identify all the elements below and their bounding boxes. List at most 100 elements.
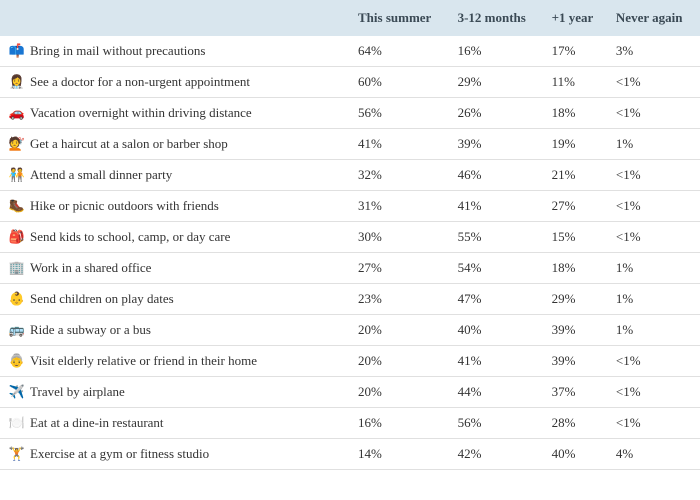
table-row: 🚌Ride a subway or a bus20%40%39%1% xyxy=(0,315,700,346)
cell-3-12-months: 54% xyxy=(450,253,544,284)
activity-cell: 🍽️ Eat at a dine-in restaurant xyxy=(0,408,350,439)
activity-label: Bring in mail without precautions xyxy=(30,43,205,58)
cell-3-12-months: 55% xyxy=(450,222,544,253)
cell-plus-1-year: 18% xyxy=(544,98,608,129)
activity-icon: 💇 xyxy=(8,136,26,152)
cell-this-summer: 60% xyxy=(350,67,450,98)
activity-icon: 🎒 xyxy=(8,229,26,245)
activity-label: Eat at a dine-in restaurant xyxy=(30,415,164,430)
activity-icon: 📫 xyxy=(8,43,26,59)
cell-this-summer: 23% xyxy=(350,284,450,315)
cell-plus-1-year: 28% xyxy=(544,408,608,439)
cell-never: <1% xyxy=(608,408,700,439)
cell-never: <1% xyxy=(608,98,700,129)
cell-never: 1% xyxy=(608,129,700,160)
cell-3-12-months: 39% xyxy=(450,129,544,160)
table-row: 🥾Hike or picnic outdoors with friends31%… xyxy=(0,191,700,222)
activity-icon: 🧑‍🤝‍🧑 xyxy=(8,167,26,183)
cell-this-summer: 20% xyxy=(350,377,450,408)
activity-label: See a doctor for a non-urgent appointmen… xyxy=(30,74,250,89)
activity-label: Attend a small dinner party xyxy=(30,167,172,182)
table-row: 🏋️ Exercise at a gym or fitness studio 14%… xyxy=(0,439,700,470)
activity-label: Ride a subway or a bus xyxy=(30,322,151,337)
table-row: 📫 Bring in mail without precautions 64%16%… xyxy=(0,36,700,67)
activity-label: Exercise at a gym or fitness studio xyxy=(30,446,209,461)
cell-plus-1-year: 37% xyxy=(544,377,608,408)
col-activity xyxy=(0,0,350,36)
activity-icon: 👩‍⚕️ xyxy=(8,74,26,90)
table-row: 👵Visit elderly relative or friend in the… xyxy=(0,346,700,377)
cell-plus-1-year: 40% xyxy=(544,439,608,470)
cell-3-12-months: 44% xyxy=(450,377,544,408)
cell-3-12-months: 46% xyxy=(450,160,544,191)
activity-cell: 👩‍⚕️ See a doctor for a non-urgent appoin… xyxy=(0,67,350,98)
activity-cell: 🏢 Work in a shared office xyxy=(0,253,350,284)
activity-label: Hike or picnic outdoors with friends xyxy=(30,198,219,213)
activity-label: Vacation overnight within driving distan… xyxy=(30,105,252,120)
activity-cell: 👵Visit elderly relative or friend in the… xyxy=(0,346,350,377)
col-never-again: Never again xyxy=(608,0,700,36)
cell-plus-1-year: 17% xyxy=(544,36,608,67)
cell-3-12-months: 26% xyxy=(450,98,544,129)
cell-3-12-months: 40% xyxy=(450,315,544,346)
cell-3-12-months: 41% xyxy=(450,191,544,222)
activity-icon: 🏋️ xyxy=(8,446,26,462)
cell-never: 1% xyxy=(608,284,700,315)
activity-label: Work in a shared office xyxy=(30,260,151,275)
cell-this-summer: 31% xyxy=(350,191,450,222)
col-3-12-months: 3-12 months xyxy=(450,0,544,36)
activity-cell: 🎒Send kids to school, camp, or day care xyxy=(0,222,350,253)
cell-plus-1-year: 18% xyxy=(544,253,608,284)
cell-this-summer: 20% xyxy=(350,346,450,377)
table-row: 🍽️Eat at a dine-in restaurant16%56%28%<1… xyxy=(0,408,700,439)
activity-icon: 🍽️ xyxy=(8,415,26,431)
cell-3-12-months: 56% xyxy=(450,408,544,439)
table-header: This summer 3-12 months +1 year Never ag… xyxy=(0,0,700,36)
cell-this-summer: 20% xyxy=(350,315,450,346)
col-plus-1-year: +1 year xyxy=(544,0,608,36)
table-row: 🧑‍🤝‍🧑Attend a small dinner party32%46%21… xyxy=(0,160,700,191)
activity-cell: 📫 Bring in mail without precautions xyxy=(0,36,350,67)
cell-never: 1% xyxy=(608,315,700,346)
cell-never: <1% xyxy=(608,222,700,253)
activity-cell: 🧑‍🤝‍🧑 Attend a small dinner party xyxy=(0,160,350,191)
cell-never: 1% xyxy=(608,253,700,284)
cell-never: <1% xyxy=(608,191,700,222)
cell-never: <1% xyxy=(608,67,700,98)
activity-label: Travel by airplane xyxy=(30,384,125,399)
cell-plus-1-year: 15% xyxy=(544,222,608,253)
table-row: 🏢Work in a shared office27%54%18%1% xyxy=(0,253,700,284)
cell-plus-1-year: 27% xyxy=(544,191,608,222)
activities-table: This summer 3-12 months +1 year Never ag… xyxy=(0,0,700,470)
activity-icon: 🚗 xyxy=(8,105,26,121)
activity-label: Get a haircut at a salon or barber shop xyxy=(30,136,228,151)
cell-this-summer: 30% xyxy=(350,222,450,253)
cell-plus-1-year: 11% xyxy=(544,67,608,98)
table-row: 🚗 Vacation overnight within driving dista… xyxy=(0,98,700,129)
cell-plus-1-year: 19% xyxy=(544,129,608,160)
cell-3-12-months: 41% xyxy=(450,346,544,377)
cell-plus-1-year: 29% xyxy=(544,284,608,315)
cell-3-12-months: 29% xyxy=(450,67,544,98)
table-row: 👩‍⚕️ See a doctor for a non-urgent appoin… xyxy=(0,67,700,98)
cell-never: <1% xyxy=(608,377,700,408)
table-row: 👶Send children on play dates23%47%29%1% xyxy=(0,284,700,315)
activity-label: Visit elderly relative or friend in thei… xyxy=(30,353,257,368)
cell-this-summer: 41% xyxy=(350,129,450,160)
table-row: 💇 Get a haircut at a salon or barber shop… xyxy=(0,129,700,160)
cell-never: 4% xyxy=(608,439,700,470)
activity-cell: 🚌Ride a subway or a bus xyxy=(0,315,350,346)
activity-icon: ✈️ xyxy=(8,384,26,400)
cell-this-summer: 56% xyxy=(350,98,450,129)
table-body: 📫 Bring in mail without precautions 64%16%… xyxy=(0,36,700,470)
cell-3-12-months: 16% xyxy=(450,36,544,67)
activity-icon: 🏢 xyxy=(8,260,26,276)
cell-this-summer: 14% xyxy=(350,439,450,470)
cell-3-12-months: 47% xyxy=(450,284,544,315)
cell-this-summer: 64% xyxy=(350,36,450,67)
col-this-summer: This summer xyxy=(350,0,450,36)
activity-cell: 🚗 Vacation overnight within driving dista… xyxy=(0,98,350,129)
table-row: 🎒Send kids to school, camp, or day care3… xyxy=(0,222,700,253)
activity-cell: 🥾Hike or picnic outdoors with friends xyxy=(0,191,350,222)
cell-plus-1-year: 21% xyxy=(544,160,608,191)
